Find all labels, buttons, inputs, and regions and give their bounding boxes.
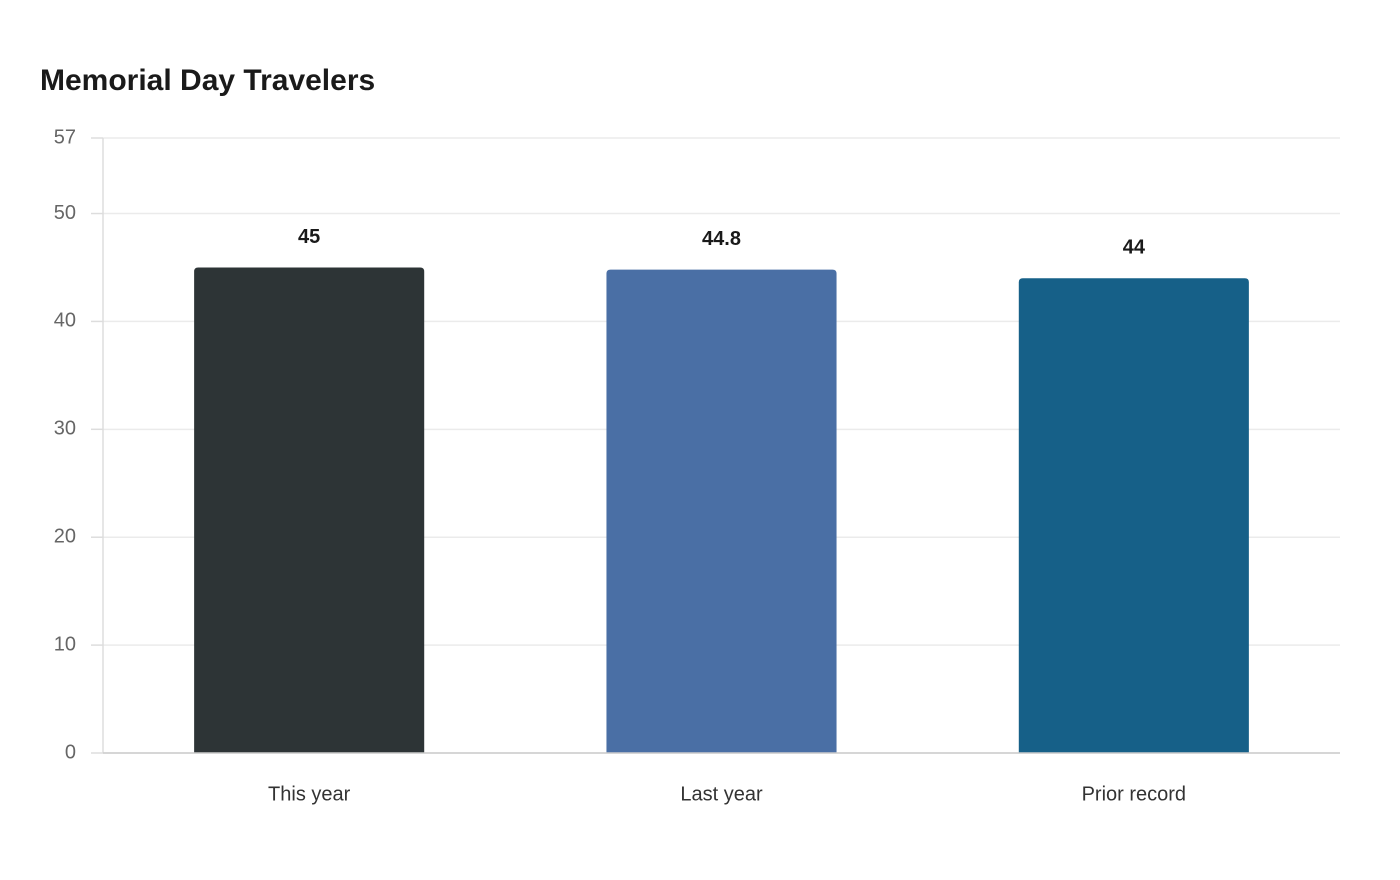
x-tick-label: This year bbox=[268, 783, 351, 805]
y-tick-label: 10 bbox=[54, 633, 76, 655]
data-label: 44.8 bbox=[702, 228, 741, 250]
bar bbox=[194, 267, 425, 753]
y-tick-label: 30 bbox=[54, 418, 76, 440]
y-tick-label: 50 bbox=[54, 202, 76, 224]
data-label: 45 bbox=[298, 226, 320, 248]
data-label: 44 bbox=[1123, 237, 1146, 259]
y-tick-label: 0 bbox=[65, 741, 76, 763]
chart-title: Memorial Day Travelers bbox=[40, 64, 375, 97]
bar bbox=[1018, 278, 1249, 753]
x-tick-label: Prior record bbox=[1082, 783, 1186, 805]
y-tick-label: 57 bbox=[54, 126, 76, 148]
y-tick-label: 20 bbox=[54, 525, 76, 547]
bars bbox=[194, 267, 1249, 753]
x-tick-label: Last year bbox=[680, 783, 763, 805]
y-tick-label: 40 bbox=[54, 310, 76, 332]
bar bbox=[606, 269, 837, 753]
